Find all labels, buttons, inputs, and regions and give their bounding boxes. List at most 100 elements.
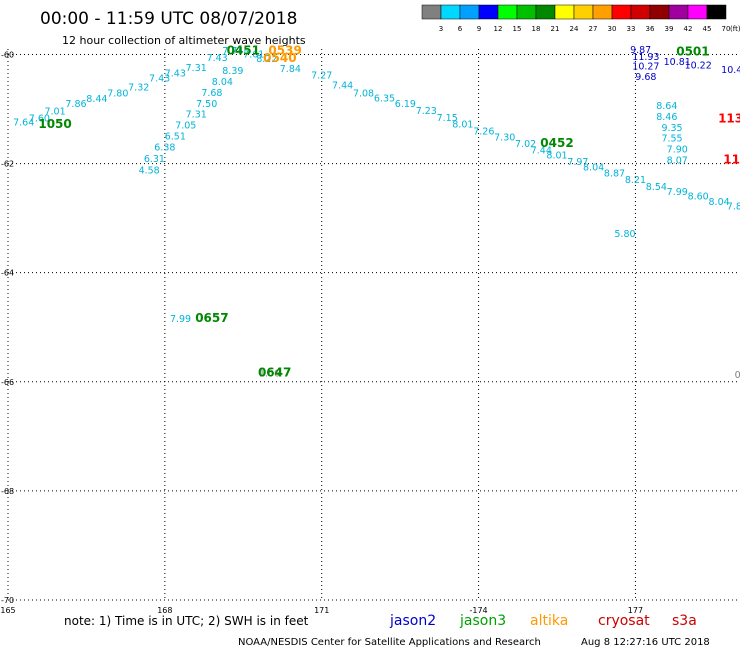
scale-swatch	[592, 4, 613, 20]
swh-point: 8.01	[546, 151, 567, 162]
swh-point: 10.22	[685, 61, 712, 72]
swh-point: 7.44	[332, 80, 353, 91]
scale-label: 42	[684, 25, 693, 33]
swh-point: 7.60	[29, 114, 50, 125]
time-label: 1134	[718, 112, 740, 126]
swh-point: 9.87	[630, 45, 651, 56]
swh-point: 8.87	[604, 169, 625, 180]
swh-point: 6.35	[374, 93, 395, 104]
scale-label: 24	[570, 25, 579, 33]
swh-point: 8.04	[212, 77, 233, 88]
swh-point: 7.08	[353, 88, 374, 99]
swh-point: 1.06	[259, 368, 280, 379]
footer-note: note: 1) Time is in UTC; 2) SWH is in fe…	[64, 614, 309, 628]
scale-swatch	[630, 4, 651, 20]
swh-point: 8.64	[656, 101, 677, 112]
swh-point: 4.58	[139, 165, 160, 176]
scale-swatch	[516, 4, 537, 20]
time-label: 0657	[195, 311, 228, 325]
scale-swatch	[687, 4, 708, 20]
scale-swatch	[459, 4, 480, 20]
lat-tick-label: -64	[1, 269, 14, 278]
swh-point: 7.27	[311, 70, 332, 81]
swh-point: 11.93	[632, 52, 659, 63]
scale-label: 6	[458, 25, 463, 33]
satellite-legend: jason2 jason3 altika cryosat s3a	[389, 613, 697, 629]
swh-point: 9.68	[635, 72, 656, 83]
footer-timestamp: Aug 8 12:27:16 UTC 2018	[581, 637, 710, 648]
lon-tick-label: -174	[469, 606, 487, 615]
scale-swatch	[440, 4, 461, 20]
swh-point: 9.35	[661, 123, 682, 134]
scale-label: 45	[703, 25, 712, 33]
swh-point: 8.60	[688, 192, 709, 203]
chart-marks: 7.647.607.017.86 8.44 7.807.327.437.43 7.31…	[13, 43, 740, 381]
swh-point: 7.01	[44, 106, 65, 117]
swh-point: 7.30	[494, 133, 515, 144]
scale-swatch	[497, 4, 518, 20]
chart-subtitle: 12 hour collection of altimeter wave hei…	[62, 34, 306, 47]
scale-label: 12	[494, 25, 503, 33]
swh-point: 7.15	[437, 113, 458, 124]
lat-tick-label: -60	[1, 50, 14, 59]
swh-point: 8.39	[222, 66, 243, 77]
footer-credit: NOAA/NESDIS Center for Satellite Applica…	[238, 637, 541, 648]
swh-point: 7.31	[186, 63, 207, 74]
scale-label: 3	[439, 25, 443, 33]
swh-point: 8.44	[86, 94, 107, 105]
chart-grid	[7, 49, 740, 601]
scale-swatch	[421, 4, 442, 20]
satellite-label: altika	[530, 613, 568, 629]
scale-label: 70	[722, 25, 731, 33]
chart-title: 00:00 - 11:59 UTC 08/07/2018	[40, 9, 297, 29]
swh-point: 7.43	[149, 74, 170, 85]
swh-point: 7.74	[222, 46, 243, 57]
swh-point: 8.46	[656, 112, 677, 123]
scale-label: 36	[646, 25, 655, 33]
scale-label: 21	[551, 25, 560, 33]
scale-label: 27	[589, 25, 598, 33]
swh-point: 6.51	[165, 132, 186, 143]
scale-label: 18	[532, 25, 541, 33]
swh-point: 7.26	[473, 127, 494, 138]
scale-label: 33	[627, 25, 636, 33]
swh-point: 0.59	[735, 370, 740, 381]
scale-swatch	[611, 4, 632, 20]
time-label: 0452	[540, 136, 573, 150]
swh-point: 10.41	[721, 65, 740, 76]
lon-tick-label: 168	[157, 606, 172, 615]
scale-swatch	[573, 4, 594, 20]
time-label: 0451	[227, 43, 260, 57]
swh-point: 7.43	[165, 68, 186, 79]
satellite-label: cryosat	[598, 613, 650, 629]
satellite-label: jason2	[389, 613, 436, 629]
swh-point: 6.19	[395, 99, 416, 110]
swh-point: 8.01	[452, 120, 473, 131]
lat-tick-label: -68	[1, 487, 14, 496]
swh-point: 8.04	[583, 163, 604, 174]
time-label: 1050	[38, 117, 71, 131]
swh-point: 7.43	[207, 53, 228, 64]
swh-point: 7.86	[65, 99, 86, 110]
scale-swatch	[535, 4, 556, 20]
swh-point: 8.07	[667, 156, 688, 167]
swh-point: 7.99	[667, 187, 688, 198]
lat-tick-label: -62	[1, 160, 14, 169]
scale-swatch	[649, 4, 670, 20]
time-label: 0501	[676, 45, 709, 59]
time-label: 0540	[263, 51, 296, 65]
satellite-label: s3a	[672, 613, 697, 629]
time-label: 0539	[268, 43, 301, 57]
swh-point: 10.27	[632, 62, 659, 73]
lon-tick-label: 171	[314, 606, 329, 615]
color-scale: 3 6 9 12 15 18 21 24 27 30 33 36 39 42 45 70 (ft)	[421, 4, 740, 33]
swh-point: 7.68	[201, 88, 222, 99]
swh-point: 6.31	[144, 154, 165, 165]
swh-point: 7.80	[107, 88, 128, 99]
lon-tick-label: 177	[628, 606, 643, 615]
time-label: 0647	[258, 365, 291, 379]
swh-point: 10.81	[664, 57, 691, 68]
swh-point: 7.02	[515, 139, 536, 150]
